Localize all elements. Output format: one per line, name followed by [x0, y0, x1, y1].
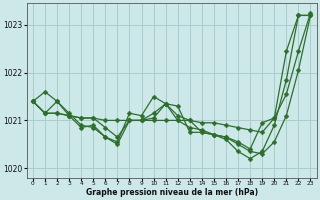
X-axis label: Graphe pression niveau de la mer (hPa): Graphe pression niveau de la mer (hPa) [86, 188, 258, 197]
